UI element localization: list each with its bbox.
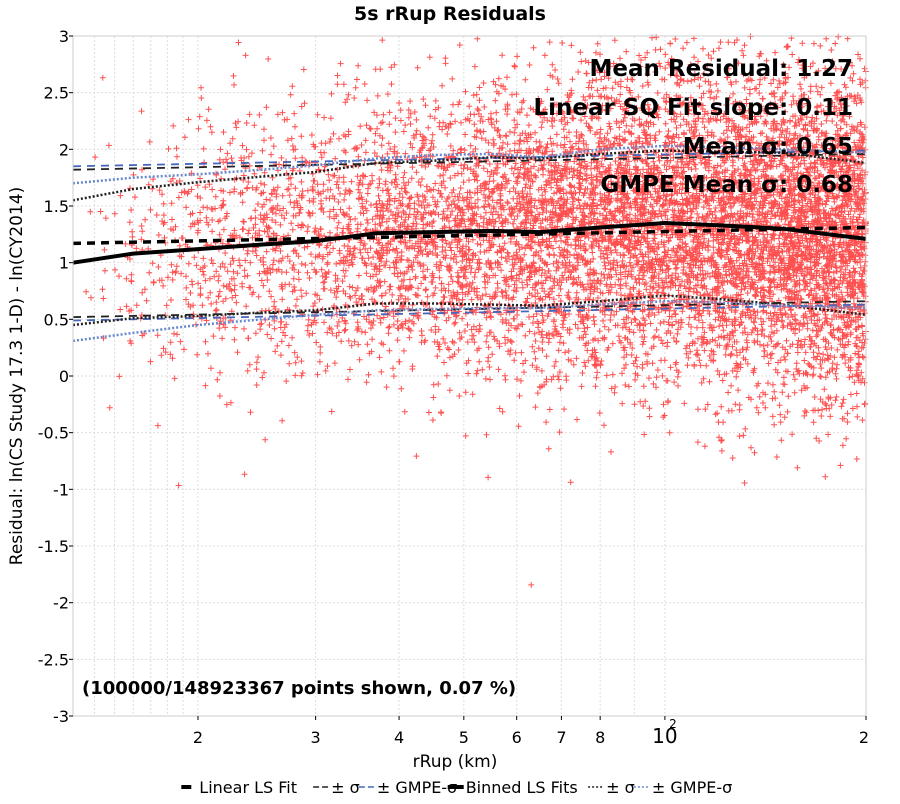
y-tick-label: -3 (53, 707, 69, 726)
x-tick-label: 4 (394, 728, 404, 747)
x-tick-label: 3 (311, 728, 321, 747)
x-tick-label: 6 (512, 728, 522, 747)
y-tick-label: 1.5 (44, 197, 69, 216)
scatter-points (83, 33, 869, 588)
annotations: Mean Residual: 1.27 Linear SQ Fit slope:… (82, 56, 853, 699)
y-tick-label: 0.5 (44, 310, 69, 329)
binned-sigma-lower-line (72, 294, 867, 327)
y-tick-label: -2.5 (38, 650, 69, 669)
x-tick-label: 2 (859, 728, 869, 747)
linear-sigma-upper-line (72, 153, 867, 171)
scatter-markers (83, 33, 869, 588)
x-tick-label: 7 (556, 728, 566, 747)
x-tick-label: 2 (193, 728, 203, 747)
x-tick-label: 5 (459, 728, 469, 747)
legend-label: ± GMPE-σ (377, 778, 457, 797)
y-tick-label: 3 (59, 27, 69, 46)
x-tick-exponent: 2 (669, 717, 677, 731)
grid-layer (72, 35, 867, 717)
legend-label: ± σ (331, 778, 360, 797)
x-tick-label: 10 (652, 724, 677, 748)
y-axis-label: Residual: ln(CS Study 17.3 1-D) - ln(CY2… (7, 187, 27, 565)
y-tick-label: -0.5 (38, 424, 69, 443)
y-tick-label: -1 (53, 480, 69, 499)
fit-lines (72, 144, 867, 343)
annotation-mean-sigma: Mean σ: 0.65 (683, 134, 853, 160)
binned-gmpe-lower-line (72, 299, 867, 343)
linear-gmpe-lower-line (72, 303, 867, 322)
points-shown-note: (100000/148923367 points shown, 0.07 %) (82, 678, 516, 699)
y-tick-label: 1 (59, 254, 69, 273)
legend-label: Linear LS Fit (199, 778, 297, 797)
annotation-gmpe-sigma: GMPE Mean σ: 0.68 (600, 172, 853, 198)
annotation-mean-residual: Mean Residual: 1.27 (590, 56, 853, 82)
x-tick-label: 8 (595, 728, 605, 747)
y-tick-label: 2.5 (44, 84, 69, 103)
binned-sigma-upper-line (72, 149, 867, 202)
binned-gmpe-upper-line (72, 144, 867, 185)
legend-label: ± σ (606, 778, 635, 797)
binned-ls-fits-line (72, 220, 867, 265)
annotation-slope: Linear SQ Fit slope: 0.11 (534, 95, 854, 121)
y-tick-label: 0 (59, 367, 69, 386)
legend-label: Binned LS Fits (466, 778, 578, 797)
y-tick-label: 2 (59, 140, 69, 159)
linear-ls-fit-line (72, 225, 867, 246)
y-tick-label: -1.5 (38, 537, 69, 556)
legend: Linear LS Fit ± σ ± GMPE-σ Binned LS Fits ± … (181, 778, 732, 797)
y-axis-ticks: 3 2.5 2 1.5 1 0.5 0 -0.5 -1 -1.5 -2 -2.5 -3 (38, 27, 73, 726)
legend-label: ± GMPE-σ (652, 778, 732, 797)
linear-gmpe-upper-line (72, 149, 867, 168)
chart-title: 5s rRup Residuals (354, 3, 546, 25)
y-tick-label: -2 (53, 594, 69, 613)
x-axis-label: rRup (km) (413, 752, 498, 772)
